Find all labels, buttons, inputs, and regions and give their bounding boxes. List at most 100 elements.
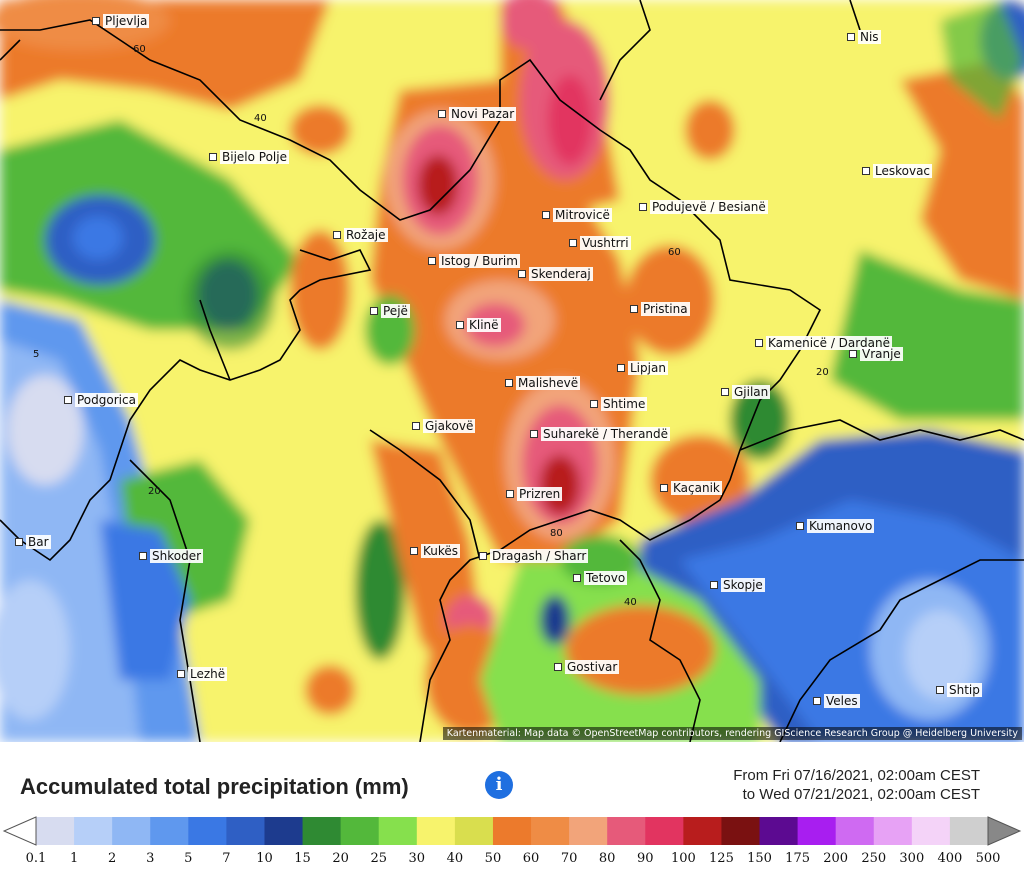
info-icon[interactable]: i bbox=[485, 771, 513, 799]
scale-tick-label: 7 bbox=[222, 851, 231, 866]
city-label[interactable]: Pristina bbox=[630, 301, 690, 316]
city-label[interactable]: Skenderaj bbox=[518, 266, 593, 281]
city-label[interactable]: Skopje bbox=[710, 577, 765, 592]
scale-cell bbox=[378, 817, 418, 845]
scale-tick-label: 0.1 bbox=[25, 851, 47, 866]
scale-cell bbox=[531, 817, 570, 845]
city-label[interactable]: Novi Pazar bbox=[438, 106, 517, 121]
scale-cell bbox=[150, 817, 189, 845]
city-label[interactable]: Suharekë / Therandë bbox=[530, 426, 671, 441]
scale-cell bbox=[302, 817, 342, 845]
scale-tick-label: 200 bbox=[823, 851, 849, 866]
city-label[interactable]: Prizren bbox=[506, 486, 563, 501]
scale-tick-label: 60 bbox=[522, 851, 540, 866]
city-label[interactable]: Gostivar bbox=[554, 659, 620, 674]
scale-cell bbox=[454, 817, 494, 845]
legend-title: Accumulated total precipitation (mm) bbox=[20, 774, 409, 799]
city-label[interactable]: Vushtrri bbox=[569, 235, 631, 250]
legend-panel bbox=[0, 742, 1024, 871]
city-label[interactable]: Dragash / Sharr bbox=[479, 548, 589, 563]
scale-left-arrow bbox=[2, 816, 37, 846]
scale-tick-label: 100 bbox=[670, 851, 696, 866]
city-label[interactable]: Tetovo bbox=[573, 570, 628, 585]
scale-tick-label: 20 bbox=[332, 851, 349, 866]
scale-cell bbox=[797, 817, 837, 845]
city-label[interactable]: Istog / Burim bbox=[428, 253, 520, 268]
scale-cell bbox=[264, 817, 304, 845]
contour-label: 40 bbox=[254, 113, 267, 124]
color-scale bbox=[2, 816, 1022, 846]
date-from: From Fri 07/16/2021, 02:00am CEST bbox=[733, 767, 980, 784]
scale-tick-label: 3 bbox=[146, 851, 155, 866]
city-label[interactable]: Rožaje bbox=[333, 227, 388, 242]
scale-tick-label: 50 bbox=[484, 851, 502, 866]
city-label[interactable]: Shtime bbox=[590, 396, 648, 411]
city-label[interactable]: Gjilan bbox=[721, 384, 771, 399]
city-label[interactable]: Pejë bbox=[370, 303, 410, 318]
scale-tick-label: 5 bbox=[184, 851, 193, 866]
scale-cell bbox=[569, 817, 608, 845]
scale-cell bbox=[721, 817, 761, 845]
precipitation-field bbox=[0, 0, 1024, 742]
scale-cell bbox=[835, 817, 875, 845]
scale-cell bbox=[607, 817, 646, 845]
scale-tick-label: 90 bbox=[636, 851, 654, 866]
scale-tick-label: 300 bbox=[899, 851, 925, 866]
contour-label: 5 bbox=[33, 349, 40, 360]
city-label[interactable]: Podgorica bbox=[64, 392, 138, 407]
scale-tick-label: 25 bbox=[370, 851, 387, 866]
scale-tick-label: 150 bbox=[747, 851, 772, 866]
city-label[interactable]: Pljevlja bbox=[92, 13, 150, 28]
scale-cell bbox=[759, 817, 799, 845]
scale-tick-label: 175 bbox=[785, 851, 811, 866]
scale-cell bbox=[226, 817, 265, 845]
scale-cell bbox=[911, 817, 951, 845]
scale-cell bbox=[188, 817, 227, 845]
city-label[interactable]: Gjakovë bbox=[412, 418, 476, 433]
city-label[interactable]: Veles bbox=[813, 693, 860, 708]
scale-cell bbox=[683, 817, 722, 845]
scale-cell bbox=[645, 817, 684, 845]
scale-tick-label: 70 bbox=[560, 851, 578, 866]
scale-tick-label: 80 bbox=[598, 851, 616, 866]
city-label[interactable]: Bijelo Polje bbox=[209, 149, 289, 164]
city-label[interactable]: Kukës bbox=[410, 543, 461, 558]
border-lines bbox=[0, 0, 1024, 742]
contour-label: 20 bbox=[816, 367, 829, 378]
precipitation-map[interactable]: Pljevlja Nis Novi Pazar Bijelo Polje Les… bbox=[0, 0, 1024, 742]
date-range: From Fri 07/16/2021, 02:00am CEST to Wed… bbox=[733, 766, 980, 804]
scale-cell bbox=[74, 817, 113, 845]
city-label[interactable]: Mitrovicë bbox=[542, 207, 612, 222]
map-attribution: Kartenmaterial: Map data © OpenStreetMap… bbox=[442, 727, 1022, 740]
scale-tick-label: 125 bbox=[709, 851, 734, 866]
scale-tick-label: 1 bbox=[69, 851, 79, 866]
city-label[interactable]: Kamenicë / Dardanë bbox=[755, 335, 892, 350]
city-label[interactable]: Kaçanik bbox=[660, 480, 722, 495]
city-label[interactable]: Shtip bbox=[936, 682, 982, 697]
city-label[interactable]: Lipjan bbox=[617, 360, 668, 375]
city-label[interactable]: Podujevë / Besianë bbox=[639, 199, 768, 214]
contour-label: 20 bbox=[148, 486, 161, 497]
scale-cell bbox=[873, 817, 913, 845]
city-label[interactable]: Kumanovo bbox=[796, 518, 875, 533]
scale-tick-label: 400 bbox=[937, 851, 963, 866]
city-label[interactable]: Klinë bbox=[456, 317, 501, 332]
scale-cell bbox=[492, 817, 532, 845]
scale-cell bbox=[112, 817, 151, 845]
city-label[interactable]: Nis bbox=[847, 29, 881, 44]
contour-label: 40 bbox=[624, 597, 637, 608]
city-label[interactable]: Bar bbox=[15, 534, 51, 549]
scale-tick-label: 40 bbox=[446, 851, 464, 866]
city-label[interactable]: Vranje bbox=[849, 346, 903, 361]
contour-label: 80 bbox=[550, 528, 563, 539]
scale-tick-label: 250 bbox=[861, 851, 887, 866]
city-label[interactable]: Malishevë bbox=[505, 375, 581, 390]
scale-tick-label: 30 bbox=[408, 851, 426, 866]
city-label[interactable]: Shkoder bbox=[139, 548, 204, 563]
city-label[interactable]: Lezhë bbox=[177, 666, 228, 681]
city-label[interactable]: Leskovac bbox=[862, 163, 933, 178]
scale-cell bbox=[416, 817, 456, 845]
scale-cell bbox=[36, 817, 75, 845]
date-to: to Wed 07/21/2021, 02:00am CEST bbox=[742, 786, 980, 803]
scale-cell bbox=[340, 817, 380, 845]
